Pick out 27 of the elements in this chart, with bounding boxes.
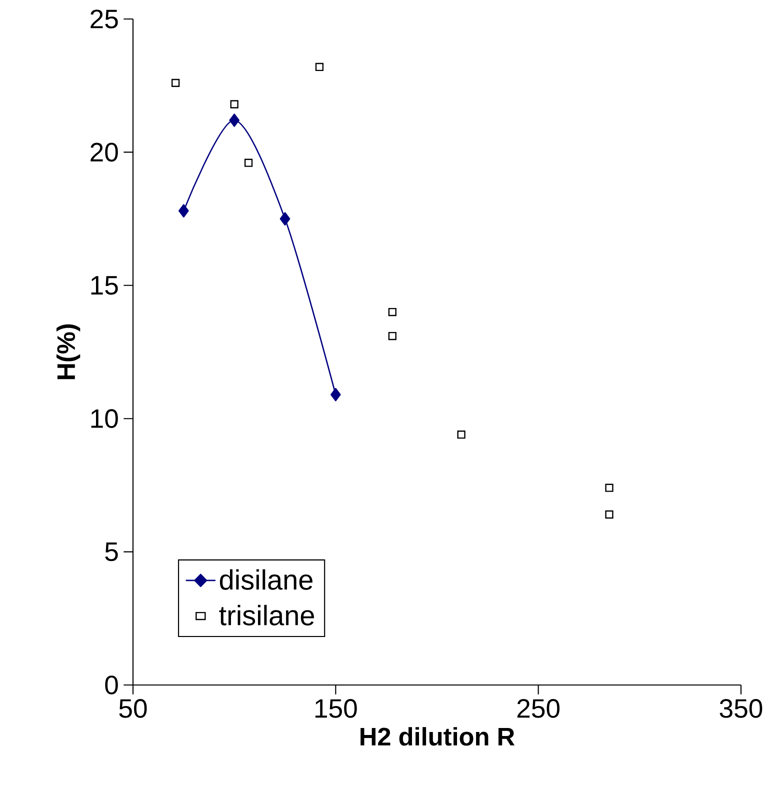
- legend-label: trisilane: [219, 604, 314, 626]
- point: [229, 114, 240, 127]
- point: [280, 212, 290, 226]
- y-tick-label: 15: [91, 276, 118, 295]
- y-tick-label: 0: [105, 676, 118, 694]
- point: [171, 78, 180, 88]
- point: [244, 158, 253, 167]
- point: [230, 100, 238, 108]
- y-tick-label: 25: [90, 10, 118, 28]
- point: [388, 332, 396, 340]
- point: [605, 510, 614, 519]
- y-axis-title: H(%): [56, 324, 80, 380]
- y-tick-label: 10: [91, 409, 118, 428]
- point: [330, 388, 341, 402]
- x-tick-label: 50: [119, 699, 147, 718]
- point: [605, 484, 614, 492]
- point: [457, 430, 466, 439]
- x-axis-title: H2 dilution R: [360, 727, 515, 746]
- y-tick-label: 20: [90, 142, 118, 162]
- x-tick-label: 150: [315, 699, 357, 718]
- y-tick-label: 5: [105, 542, 118, 562]
- x-tick-label: 350: [720, 699, 762, 718]
- point: [388, 308, 396, 316]
- point: [178, 204, 189, 218]
- legend-label: disilane: [220, 569, 312, 590]
- x-tick-label: 250: [517, 699, 560, 718]
- point: [315, 62, 324, 72]
